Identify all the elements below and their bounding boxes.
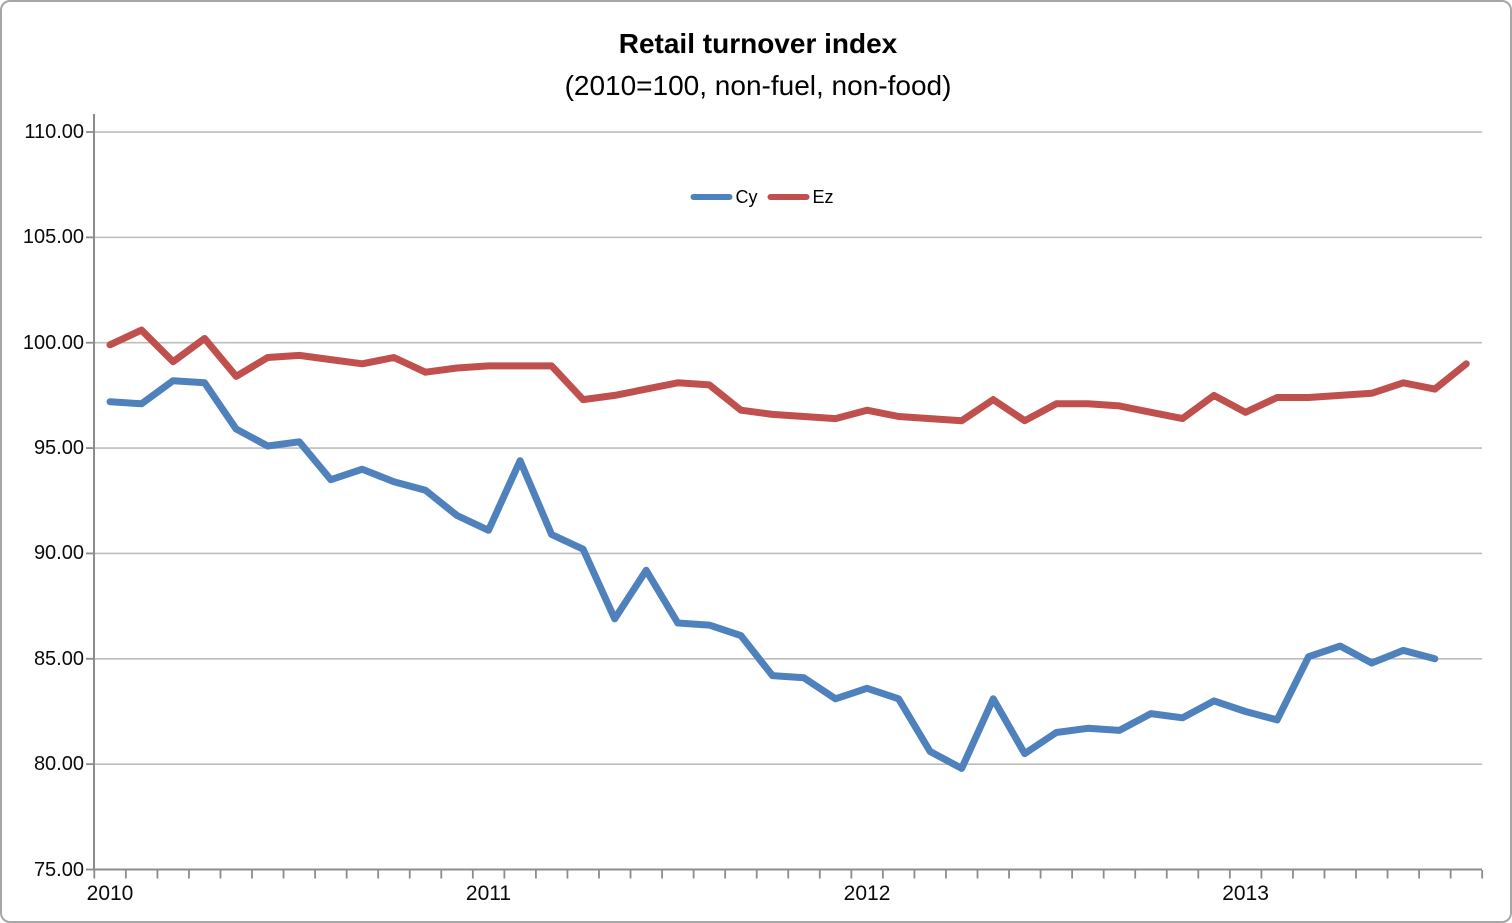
legend-swatch-ez-icon (767, 194, 810, 200)
y-tick-label: 90.00 (33, 542, 84, 565)
y-tick-label: 110.00 (24, 121, 84, 143)
legend-label-ez: Ez (812, 187, 834, 207)
legend-label-cy: Cy (735, 187, 758, 207)
y-tick-label: 95.00 (33, 437, 84, 460)
chart-title: Retail turnover index (618, 28, 898, 59)
legend-item-cy: Cy (690, 188, 757, 206)
x-tick-label: 2010 (86, 882, 134, 905)
x-tick-label: 2011 (465, 882, 512, 905)
y-tick-label: 100.00 (22, 331, 84, 354)
chart-subtitle: (2010=100, non-fuel, non-food) (564, 70, 952, 101)
x-tick-label: 2012 (843, 882, 891, 905)
x-tick-label: 2013 (1222, 882, 1269, 905)
series-line-ez (106, 326, 1470, 425)
y-tick-label: 85.00 (33, 647, 84, 670)
legend-item-ez: Ez (767, 187, 834, 207)
y-tick-label: 75.00 (33, 858, 84, 881)
series-line-cy (106, 377, 1439, 772)
legend: Cy Ez (690, 187, 834, 207)
legend-swatch-cy-icon (690, 194, 733, 200)
y-tick-label: 80.00 (33, 753, 84, 776)
y-tick-label: 105.00 (22, 226, 84, 249)
